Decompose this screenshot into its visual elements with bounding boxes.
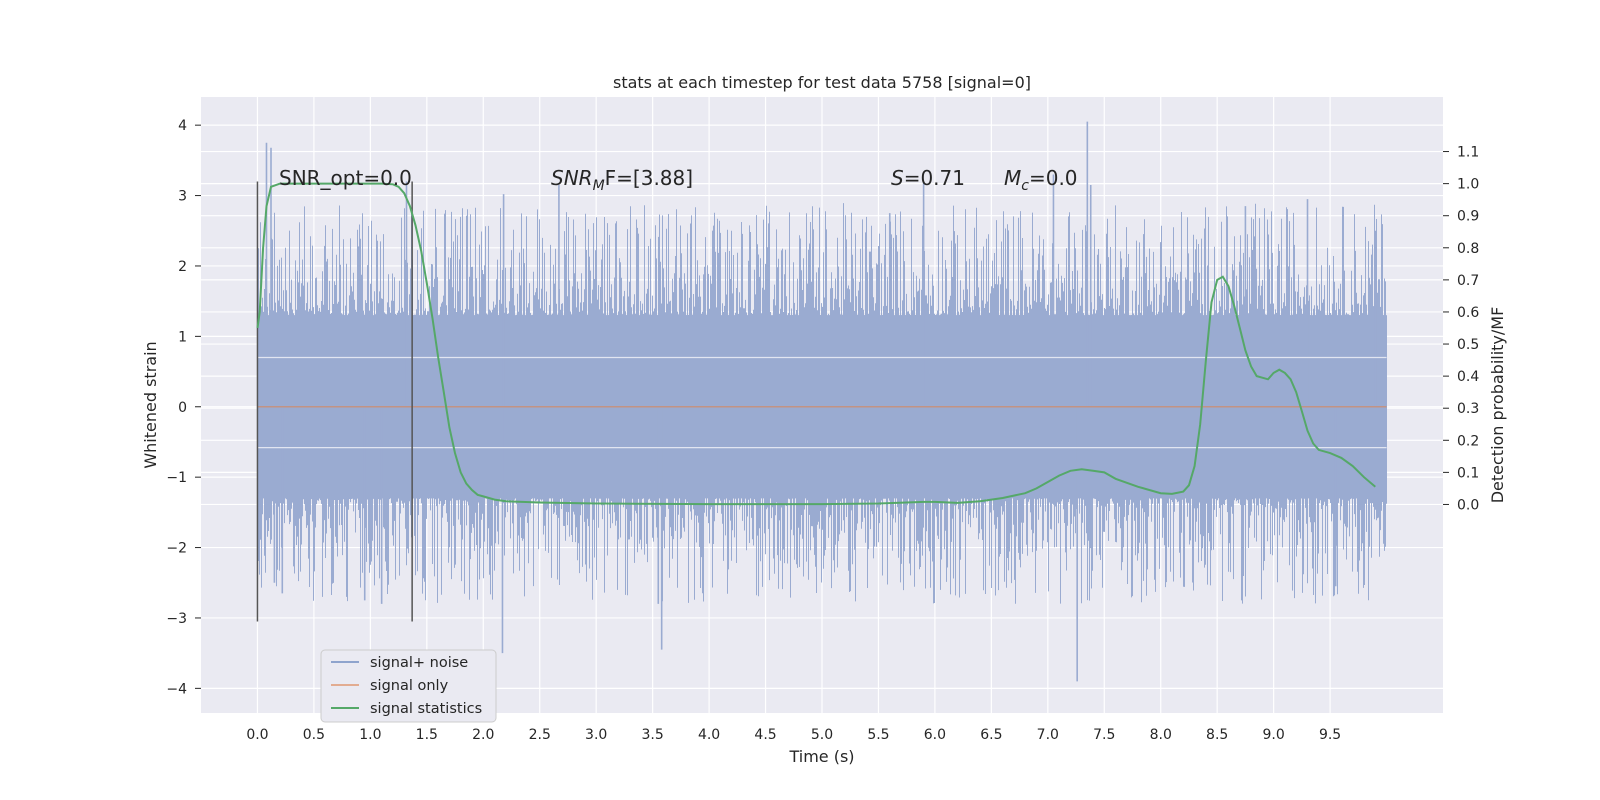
y-right-tick-label: 1.1 [1457,145,1479,161]
mc-annotation: Mc=0.0 [1004,166,1078,194]
s-value: =0.71 [904,166,965,190]
x-tick-label: 8.5 [1206,727,1228,743]
y-tick-label: −3 [166,611,187,627]
y-right-axis-label: Detection probability/MF [1488,307,1507,504]
x-tick-label: 7.5 [1093,727,1115,743]
y-right-tick-label: 0.5 [1457,337,1479,353]
snr-opt-annotation: SNR_opt=0.0 [279,166,412,190]
y-axis-label: Whitened strain [141,341,160,468]
y-right-tick-label: 0.8 [1457,241,1479,257]
x-axis-label: Time (s) [788,747,854,766]
y-right-tick-label: 0.3 [1457,401,1479,417]
y-tick-label: 2 [178,259,187,275]
signal-statistics-series [256,182,1376,506]
x-tick-label: 3.0 [585,727,607,743]
y-tick-label: −2 [166,541,187,557]
y-right-tick-label: 0.7 [1457,273,1479,289]
y-right-tick-label: 1.0 [1457,177,1479,193]
snr-mf-sub: M [593,178,605,194]
x-tick-label: 8.0 [1150,727,1172,743]
x-tick-label: 9.5 [1319,727,1341,743]
y-tick-label: −1 [166,470,187,486]
legend-label-signal: signal only [370,678,449,694]
y-tick-label: 4 [178,118,187,134]
x-tick-label: 1.5 [416,727,438,743]
y-tick-label: −4 [166,681,187,697]
x-tick-label: 7.0 [1037,727,1059,743]
legend: signal+ noise signal only signal statist… [320,649,497,723]
y-tick-label: 1 [178,329,187,345]
x-tick-label: 5.0 [811,727,833,743]
x-tick-label: 9.0 [1263,727,1285,743]
x-tick-label: 6.5 [980,727,1002,743]
mc-sub: c [1021,178,1029,194]
x-tick-label: 3.5 [642,727,664,743]
y-right-tick-label: 0.1 [1457,465,1479,481]
tick-labels: 0.0 0.5 1.0 1.5 2.0 2.5 3.0 3.5 4.0 4.5 5.0 5.5 6.0 6… [166,118,1479,743]
snr-mf-rest: F=[3.88] [605,166,693,190]
vertical-markers [256,181,413,622]
s-label: S [891,166,904,190]
signal-statistics-line [256,182,1376,506]
chart-title: stats at each timestep for test data 575… [613,73,1031,92]
mc-value: =0.0 [1029,166,1078,190]
y-right-tick-label: 0.9 [1457,209,1479,225]
snr-mf-annotation: SNRMF=[3.88] [551,166,693,194]
y-right-tick-label: 0.4 [1457,369,1479,385]
y-right-tick-label: 0.0 [1457,497,1479,513]
y-tick-label: 3 [178,189,187,205]
snr-mf-base: SNR [551,166,593,190]
y-tick-label: 0 [178,400,187,416]
x-tick-label: 4.5 [754,727,776,743]
y-right-tick-label: 0.6 [1457,305,1479,321]
legend-label-stats: signal statistics [370,701,482,717]
x-tick-label: 2.5 [529,727,551,743]
y-right-tick-label: 0.2 [1457,433,1479,449]
x-tick-label: 1.0 [359,727,381,743]
legend-label-noise: signal+ noise [370,655,468,671]
mc-base: M [1004,166,1021,190]
x-tick-label: 4.0 [698,727,720,743]
s-annotation: S=0.71 [891,166,965,190]
x-tick-label: 6.0 [924,727,946,743]
x-tick-label: 0.5 [303,727,325,743]
x-tick-label: 2.0 [472,727,494,743]
legend-box [320,649,497,723]
x-tick-label: 0.0 [246,727,268,743]
x-tick-label: 5.5 [867,727,889,743]
